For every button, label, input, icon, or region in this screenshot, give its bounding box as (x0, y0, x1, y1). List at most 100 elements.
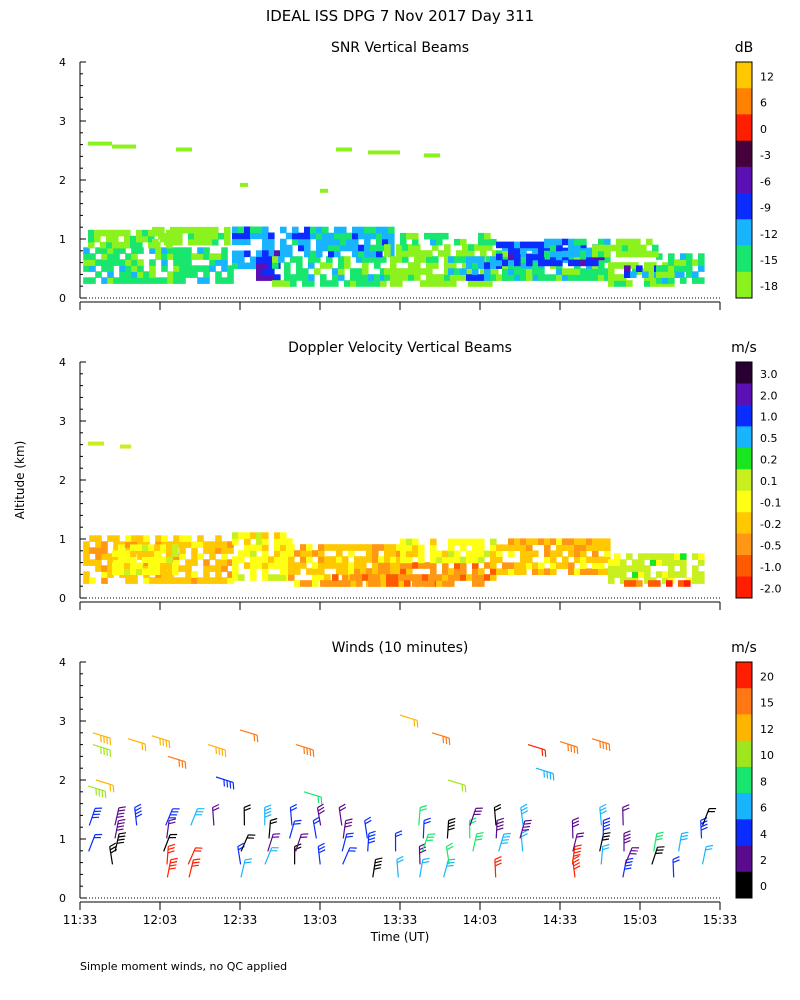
data-cell (125, 535, 132, 542)
data-cell (410, 574, 417, 581)
data-cell (520, 568, 527, 575)
data-cell (568, 259, 575, 267)
data-cell (520, 262, 527, 269)
data-cell (460, 556, 467, 564)
data-cell (244, 250, 251, 258)
data-cell (338, 580, 345, 587)
barb-flag (345, 818, 353, 822)
wind-barb (190, 808, 205, 826)
barb-flag (229, 781, 232, 789)
data-cell (324, 556, 331, 563)
data-cell (674, 559, 681, 566)
data-cell (400, 562, 407, 569)
data-cell (215, 253, 222, 260)
barb-flag (184, 761, 187, 769)
panel-1: SNR Vertical Beams dB012341260-3-6-9-12-1… (59, 40, 778, 310)
data-cell (124, 556, 131, 563)
data-cell (396, 268, 403, 275)
data-cell (396, 250, 403, 257)
data-cell (430, 238, 437, 246)
data-cell (191, 553, 198, 560)
barb-flag (570, 745, 573, 753)
data-cell (136, 241, 143, 249)
data-cell (692, 277, 699, 284)
colorbar-swatch (736, 245, 752, 273)
data-cell (692, 553, 699, 560)
data-cell (502, 544, 509, 551)
data-cell (444, 280, 451, 287)
data-cell (514, 259, 521, 267)
data-cell (356, 280, 363, 287)
data-cell (172, 544, 179, 551)
data-cell (448, 556, 455, 564)
data-cell (412, 544, 419, 552)
data-cell (250, 262, 257, 270)
data-cell (422, 580, 429, 587)
data-cell (166, 544, 173, 551)
data-cell (161, 253, 168, 260)
data-cell (161, 277, 168, 284)
data-cell (149, 265, 156, 272)
data-cell (422, 574, 429, 581)
data-cell (328, 238, 335, 246)
barb-flag (442, 736, 445, 744)
wind-barb (572, 855, 581, 878)
y-tick-label: 3 (59, 415, 66, 428)
data-cell (326, 262, 333, 269)
data-cell (118, 229, 125, 237)
data-cell (402, 244, 409, 251)
data-cell (622, 238, 629, 246)
data-cell (460, 268, 467, 275)
data-cell (274, 550, 281, 557)
data-cell (598, 274, 605, 281)
x-tick-label: 15:33 (703, 913, 738, 927)
data-cell (400, 544, 407, 552)
data-cell (638, 571, 645, 578)
data-cell (149, 247, 156, 254)
data-cell (106, 235, 113, 243)
data-cell (83, 571, 90, 578)
data-cell (402, 274, 409, 281)
colorbar-frame (735, 661, 753, 899)
data-cell (402, 250, 409, 257)
data-cell (604, 568, 611, 575)
data-cell (592, 274, 599, 281)
data-cell (158, 232, 165, 240)
data-cell (356, 274, 363, 281)
data-cell (474, 280, 481, 287)
wind-barb-upper (87, 785, 107, 799)
data-cell (142, 544, 149, 551)
data-cell (386, 580, 393, 587)
data-cell (83, 553, 90, 560)
barb-flag (503, 832, 511, 835)
barb-flag (502, 836, 510, 838)
data-cell (338, 268, 345, 275)
data-cell (680, 253, 687, 260)
data-cell (244, 238, 251, 246)
data-cell (179, 541, 186, 548)
data-cell (466, 538, 473, 546)
data-cell (444, 262, 451, 269)
data-cell (622, 244, 629, 252)
barb-flag (622, 804, 630, 808)
wind-barb-upper (399, 714, 419, 728)
wind-barb (88, 833, 103, 852)
data-cell (244, 550, 251, 557)
data-cell (574, 259, 581, 267)
wind-barb (419, 857, 430, 878)
data-cell (698, 265, 705, 272)
data-cell (376, 250, 383, 258)
data-cell (312, 562, 319, 569)
data-cell (604, 544, 611, 551)
data-cell (203, 565, 210, 572)
barb-flag (344, 824, 352, 828)
colorbar-label: 0.2 (760, 454, 778, 467)
data-cell (131, 253, 138, 260)
wind-barb (672, 856, 680, 878)
data-cell (280, 574, 287, 581)
data-cell (610, 244, 617, 252)
data-cell (450, 262, 457, 269)
data-cell (478, 232, 485, 240)
wind-barb (240, 834, 256, 852)
